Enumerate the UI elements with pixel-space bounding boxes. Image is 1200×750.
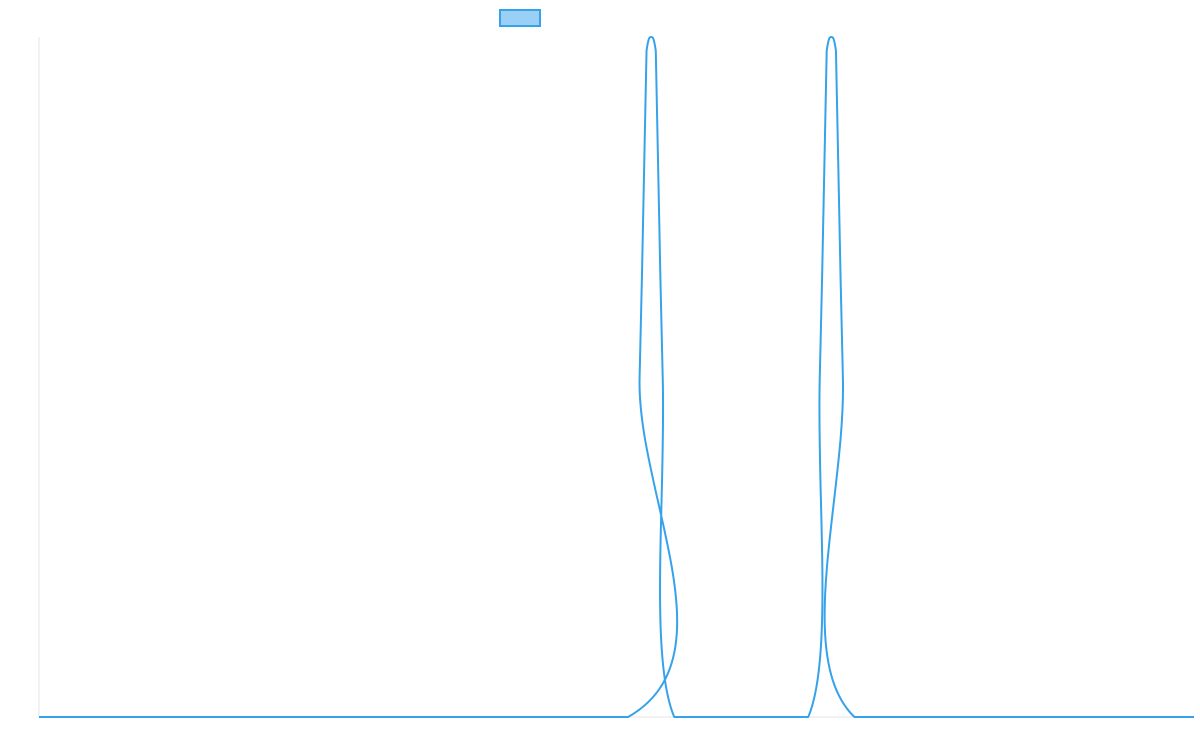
legend-swatch-0[interactable] <box>499 9 541 27</box>
series-line-0[interactable] <box>38 36 1194 719</box>
plot-area <box>38 36 1194 719</box>
legend[interactable] <box>499 9 541 27</box>
axes <box>38 37 1194 718</box>
